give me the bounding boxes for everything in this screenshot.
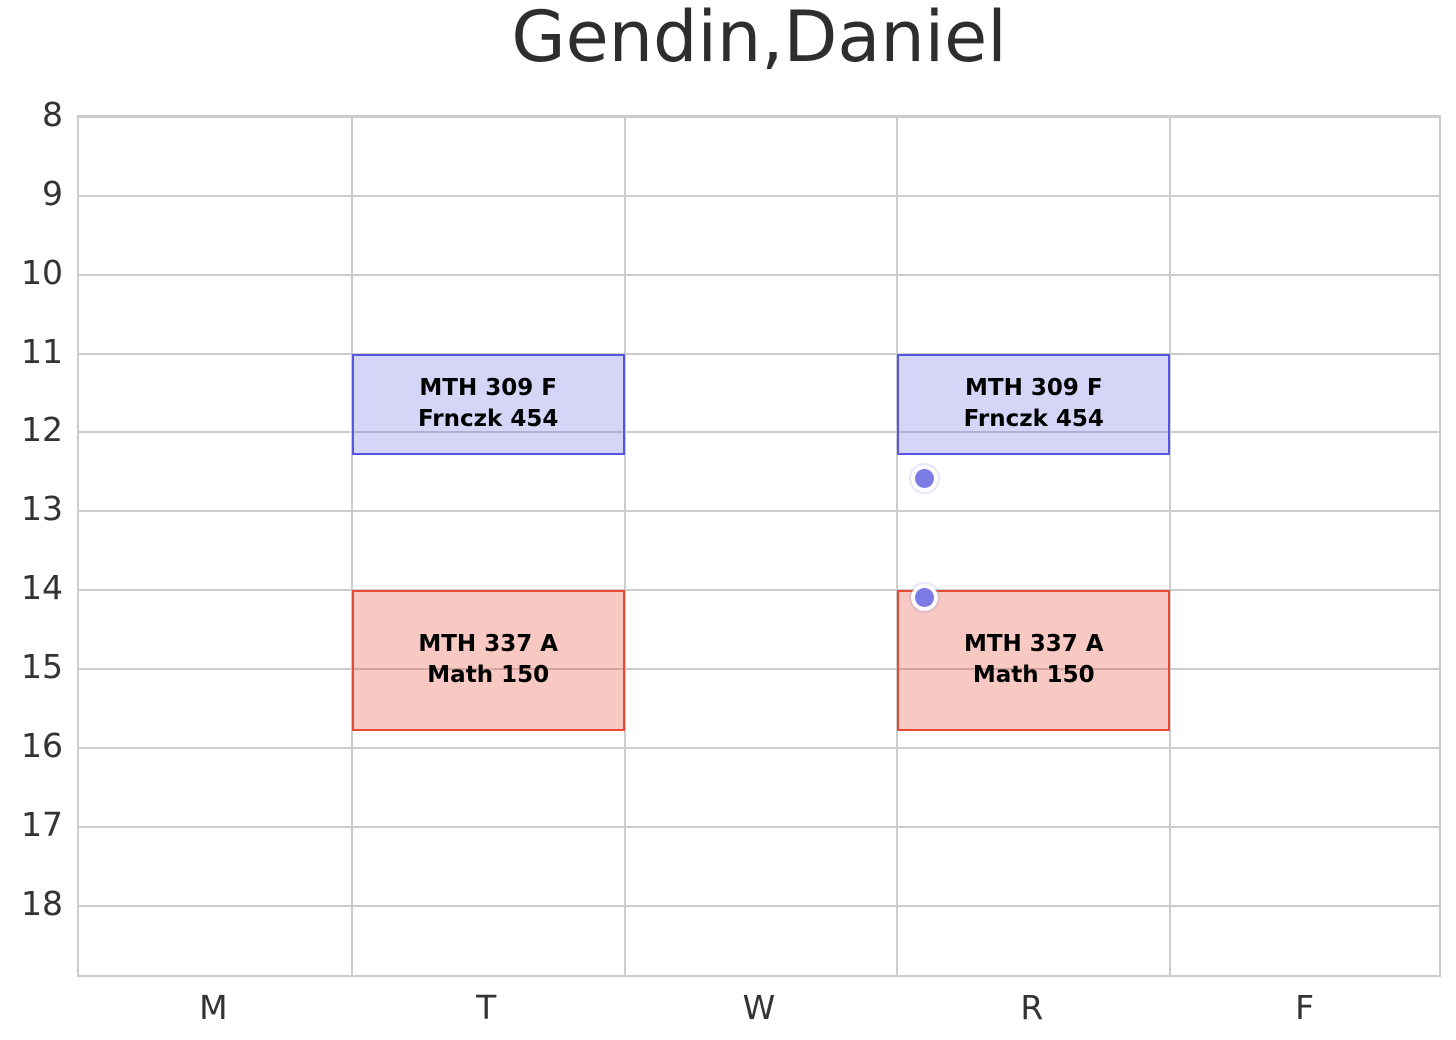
x-tick-label: T — [476, 988, 497, 1027]
gridline-horizontal — [79, 510, 1439, 513]
course-block: MTH 309 F Frnczk 454 — [351, 353, 625, 455]
gridline-horizontal — [79, 904, 1439, 907]
y-tick-label: 16 — [21, 725, 63, 765]
chart-title: Gendin,Daniel — [511, 0, 1007, 78]
gridline-vertical — [896, 117, 899, 975]
course-block-label: MTH 309 F — [965, 375, 1103, 402]
course-block-label: MTH 309 F — [419, 375, 557, 402]
gridline-horizontal — [79, 352, 1439, 355]
gridline-horizontal — [79, 194, 1439, 197]
y-tick-label: 14 — [21, 568, 63, 608]
y-tick-label: 13 — [21, 489, 63, 529]
scatter-dot — [915, 587, 935, 607]
gridline-horizontal — [79, 825, 1439, 828]
x-tick-label: M — [199, 988, 228, 1027]
course-block: MTH 337 A Math 150 — [351, 590, 625, 731]
y-tick-label: 17 — [21, 804, 63, 844]
course-block-label: Frnczk 454 — [418, 406, 559, 433]
gridline-horizontal — [79, 746, 1439, 749]
course-block-label: MTH 337 A — [963, 631, 1104, 658]
x-tick-label: F — [1295, 988, 1315, 1027]
y-tick-label: 15 — [21, 647, 63, 687]
course-block: MTH 337 A Math 150 — [897, 590, 1171, 731]
y-tick-label: 18 — [21, 883, 63, 923]
y-tick-label: 9 — [42, 173, 63, 213]
y-tick-label: 10 — [21, 252, 63, 292]
gridline-horizontal — [79, 273, 1439, 276]
course-block-label: Math 150 — [972, 662, 1095, 689]
gridline-vertical — [1169, 117, 1172, 975]
gridline-horizontal — [79, 668, 1439, 671]
gridline-horizontal — [79, 116, 1439, 118]
y-tick-label: 11 — [21, 331, 63, 371]
gridline-horizontal — [79, 431, 1439, 434]
y-tick-label: 8 — [42, 95, 63, 134]
course-block-label: Frnczk 454 — [963, 406, 1104, 433]
y-tick-label: 12 — [21, 410, 63, 450]
course-block-label: MTH 337 A — [418, 631, 559, 658]
gridline-vertical — [350, 117, 353, 975]
course-block-label: Math 150 — [427, 662, 550, 689]
x-tick-label: W — [742, 988, 776, 1027]
course-block: MTH 309 F Frnczk 454 — [897, 353, 1171, 455]
gridline-horizontal — [79, 589, 1439, 592]
plot-area: MTH 309 F Frnczk 454 MTH 309 F Frnczk 454 MT… — [77, 115, 1441, 977]
x-tick-label: R — [1020, 988, 1044, 1027]
scatter-dot — [915, 468, 935, 488]
gridline-vertical — [623, 117, 626, 975]
